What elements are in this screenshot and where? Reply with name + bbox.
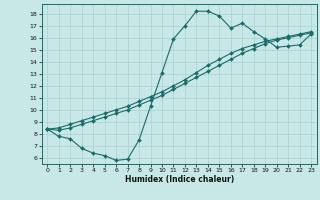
X-axis label: Humidex (Indice chaleur): Humidex (Indice chaleur) <box>124 175 234 184</box>
